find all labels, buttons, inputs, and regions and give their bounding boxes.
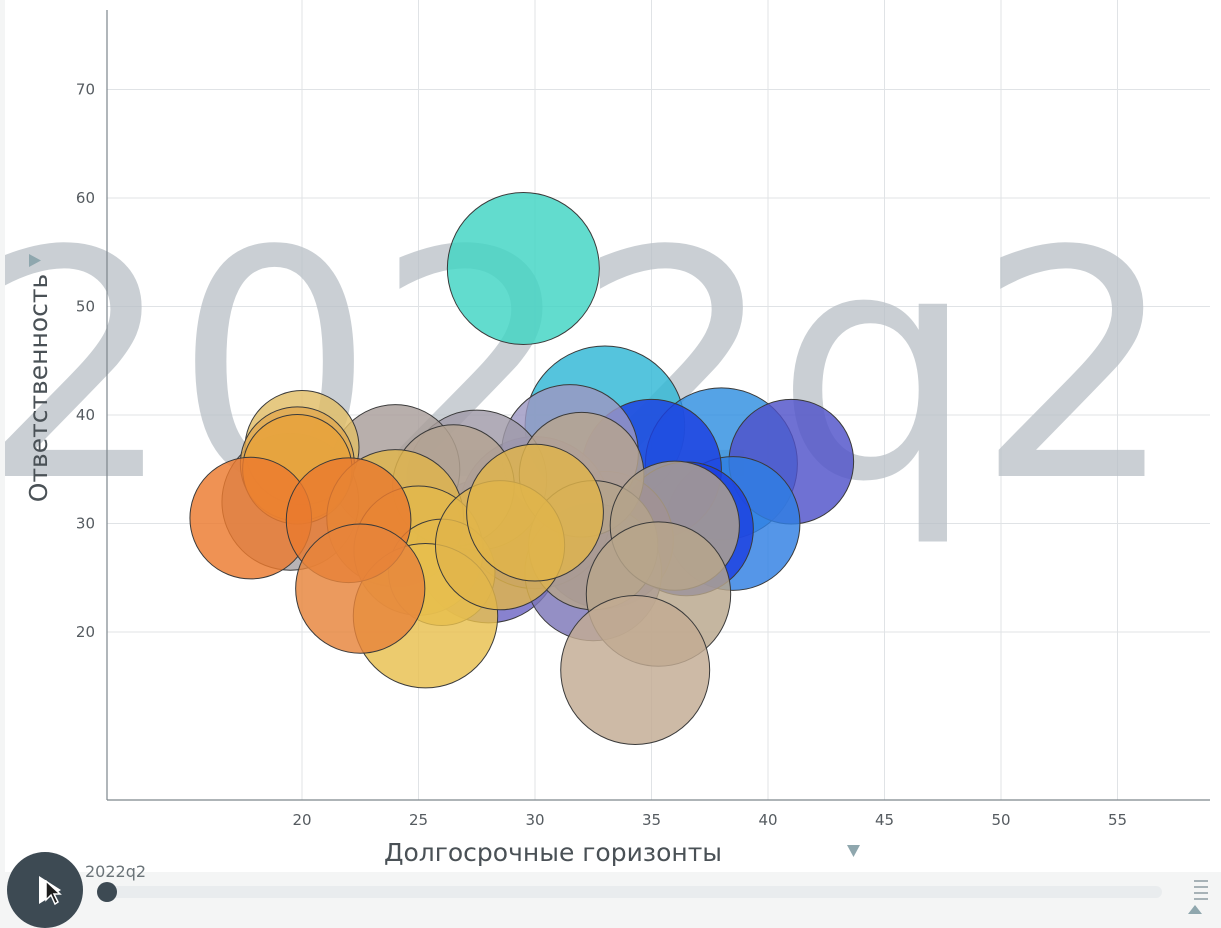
y-axis-dropdown-icon[interactable] [29,254,41,267]
bubble-point [466,443,604,582]
x-axis-dropdown-icon[interactable] [847,845,860,857]
timeline-menu-icon[interactable] [1188,880,1212,916]
y-tick-label: 50 [76,298,95,316]
bubble-point [560,594,711,745]
x-tick-label: 35 [642,811,661,829]
bubble-point [446,192,600,346]
y-tick-label: 20 [76,623,95,641]
mouse-pointer-icon [45,880,62,906]
timeline-slider-handle[interactable] [97,882,117,902]
y-tick-label: 30 [76,515,95,533]
y-tick-label: 40 [76,406,95,424]
y-tick-label: 70 [76,81,95,99]
x-tick-label: 40 [758,811,777,829]
x-tick-label: 50 [991,811,1010,829]
tick-labels: 20 25 30 35 40 45 50 55 20 30 40 50 60 70 [76,81,1127,830]
play-button[interactable] [7,852,83,928]
x-tick-label: 30 [525,811,544,829]
x-tick-label: 55 [1108,811,1127,829]
bubbles [189,192,855,745]
timeline-slider-track[interactable] [100,886,1162,898]
y-tick-label: 60 [76,189,95,207]
timeline-period-label: 2022q2 [85,862,147,881]
axes [106,10,1210,801]
x-tick-label: 45 [875,811,894,829]
x-tick-label: 25 [409,811,428,829]
y-axis-title[interactable]: Ответственность [24,274,53,502]
x-tick-label: 20 [292,811,311,829]
x-axis-title[interactable]: Долгосрочные горизонты [384,838,722,867]
bubble-point [295,523,426,654]
